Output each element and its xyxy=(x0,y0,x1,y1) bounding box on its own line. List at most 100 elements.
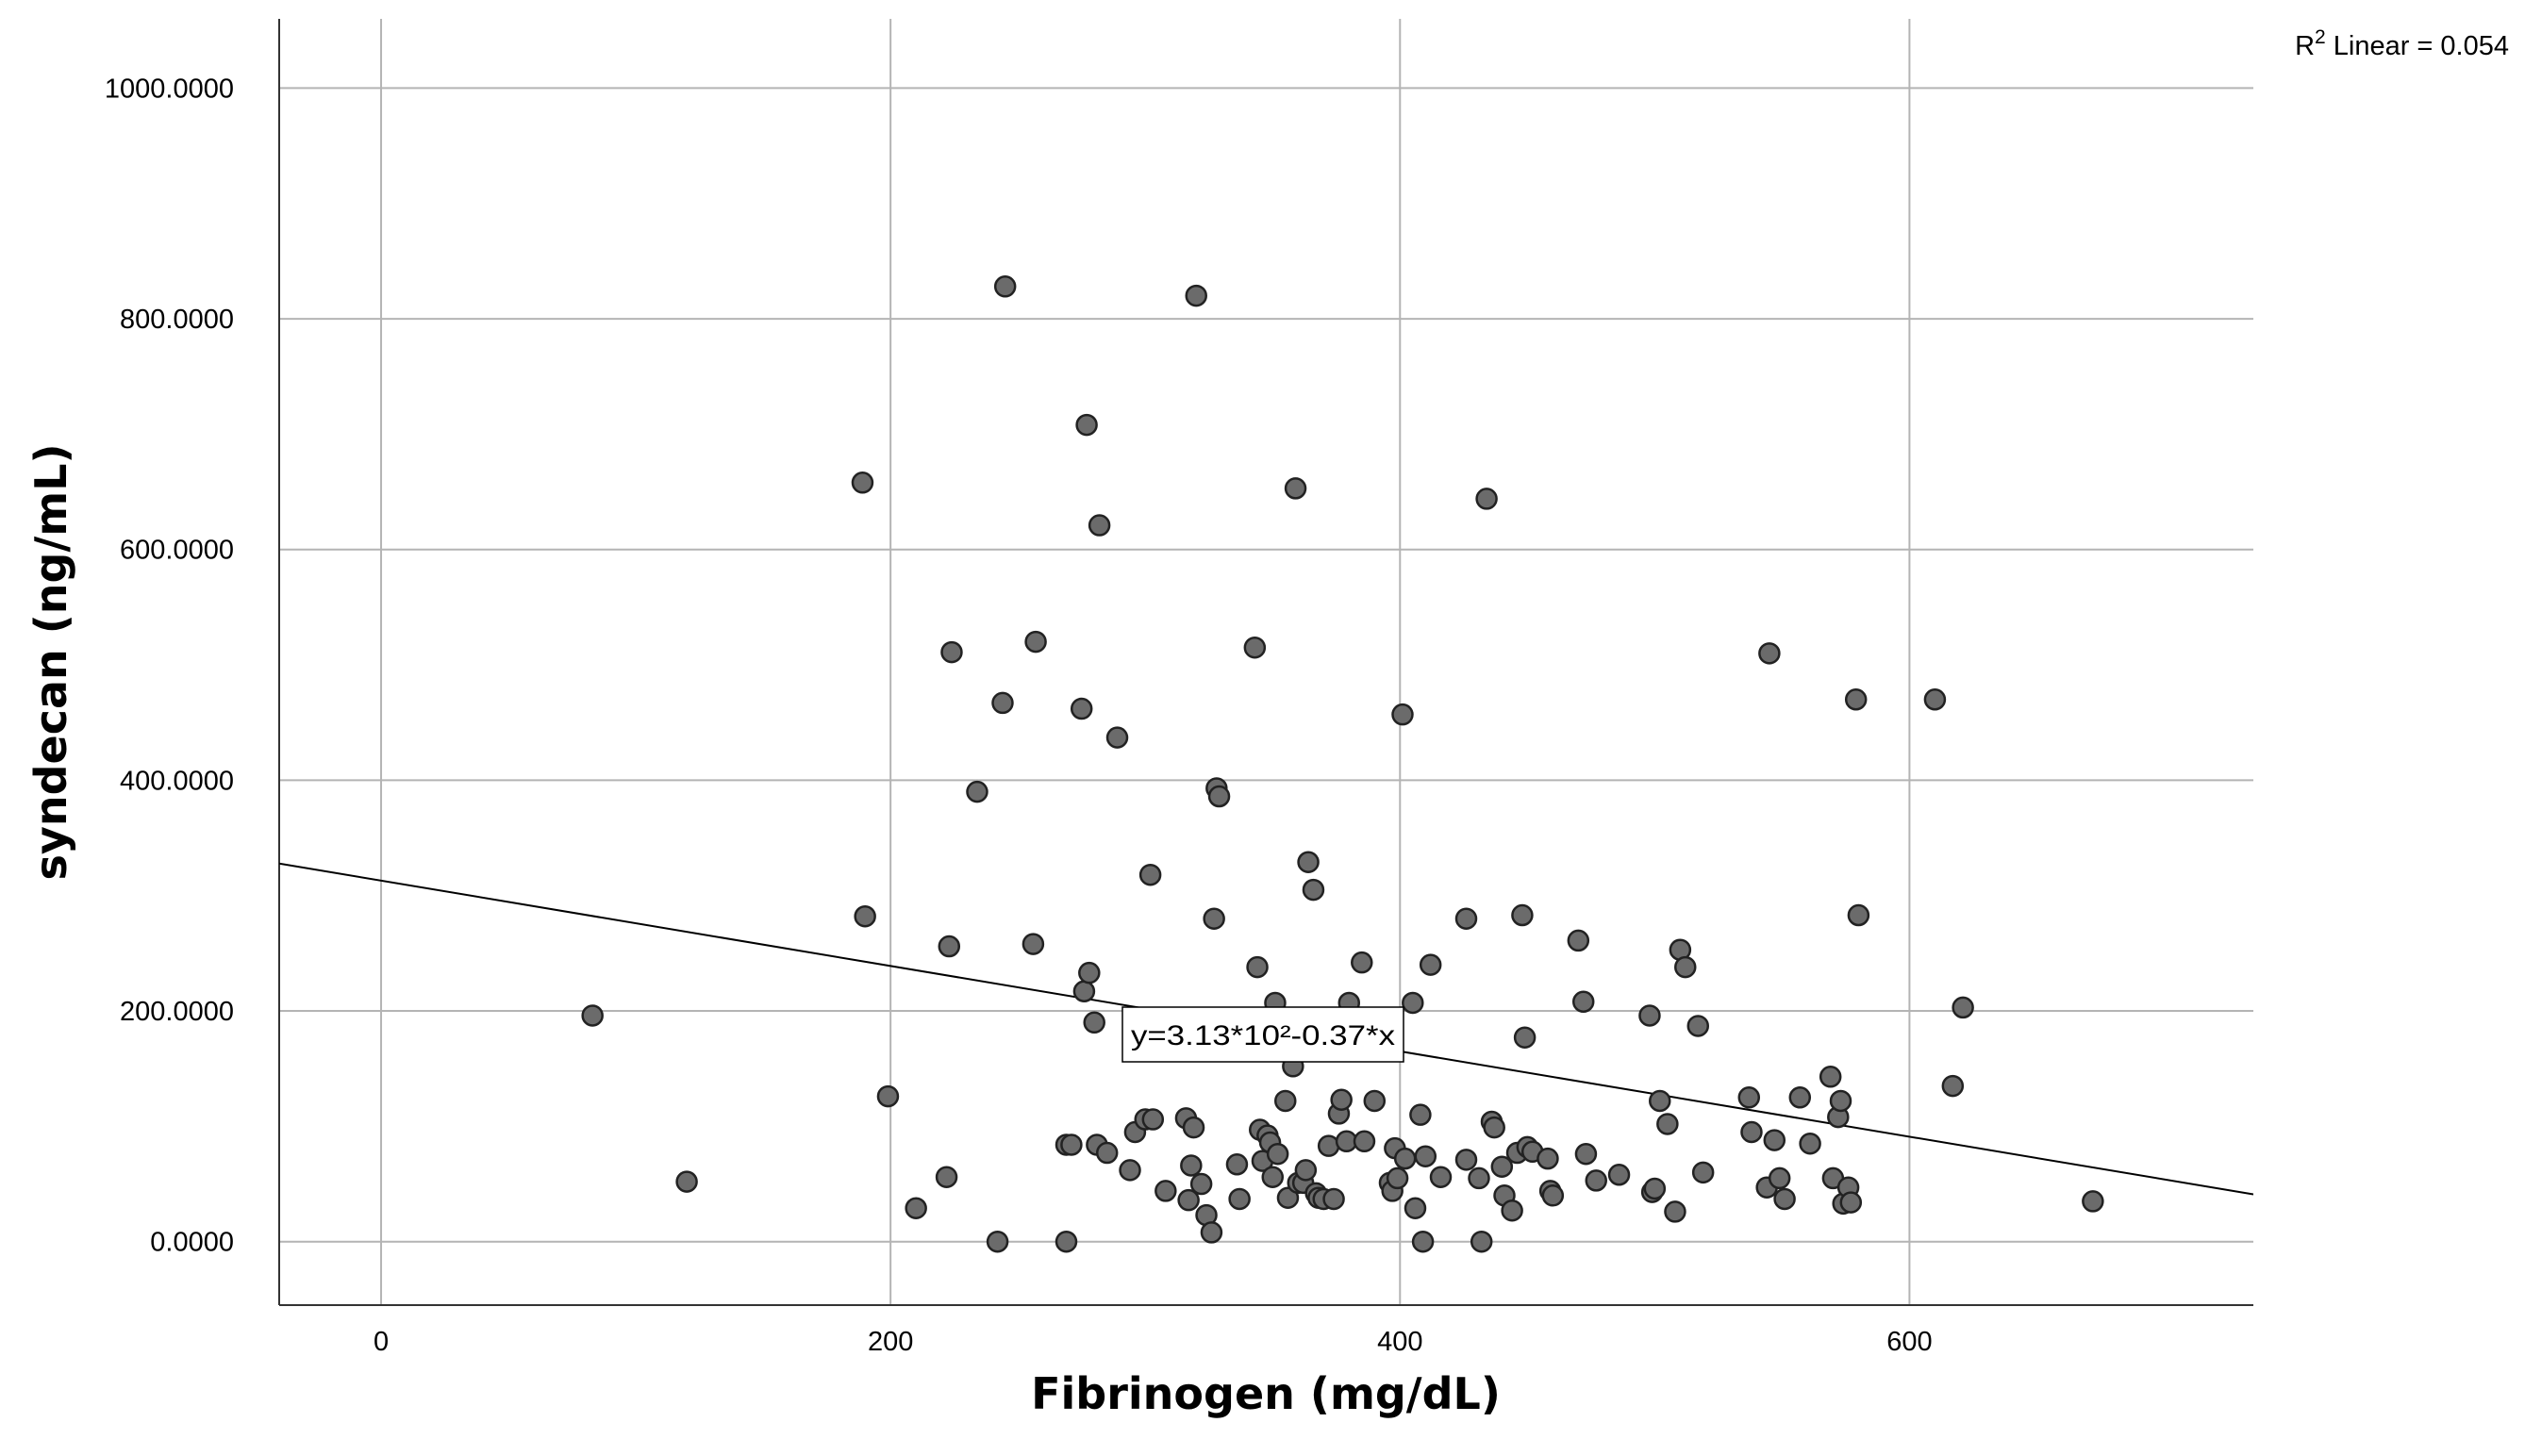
data-point xyxy=(938,935,961,958)
data-point xyxy=(1078,961,1101,984)
data-point xyxy=(1225,1153,1249,1176)
data-point xyxy=(1419,953,1442,976)
data-point xyxy=(1070,697,1093,720)
data-point xyxy=(1638,1004,1661,1027)
equation-box: y=3.13*10²-0.37*x xyxy=(1121,1006,1404,1063)
data-point xyxy=(1276,1186,1300,1209)
data-point xyxy=(1246,955,1269,979)
data-point xyxy=(1686,1015,1710,1037)
data-point xyxy=(1511,903,1534,927)
x-tick-label: 0 xyxy=(374,1327,389,1357)
y-tick-label: 400.0000 xyxy=(120,766,234,796)
data-point xyxy=(1819,1066,1842,1088)
data-point xyxy=(1185,284,1207,307)
data-point xyxy=(1409,1103,1432,1126)
data-point xyxy=(966,780,988,803)
data-point xyxy=(1083,1011,1105,1034)
x-tick-labels: 0 200 400 600 xyxy=(374,1327,1933,1357)
data-point xyxy=(1674,955,1697,979)
data-point xyxy=(1330,1088,1353,1111)
data-point xyxy=(1055,1230,1078,1253)
data-point xyxy=(1353,1130,1376,1153)
data-point xyxy=(1475,488,1498,510)
data-point xyxy=(1567,929,1590,952)
data-point xyxy=(1072,980,1096,1003)
data-point xyxy=(1284,477,1307,500)
data-point xyxy=(1411,1230,1435,1253)
data-point xyxy=(1207,785,1231,808)
data-point xyxy=(851,472,874,494)
data-point xyxy=(1317,1134,1340,1157)
data-point xyxy=(1501,1199,1523,1222)
data-point xyxy=(1454,907,1478,930)
data-point xyxy=(2082,1190,2104,1213)
y-axis-title: syndecan (ng/mL) xyxy=(25,443,76,880)
data-point xyxy=(1182,1116,1205,1139)
data-point xyxy=(1490,1155,1514,1178)
data-point xyxy=(1468,1166,1490,1190)
data-point xyxy=(1839,1191,1863,1214)
data-point xyxy=(581,1004,604,1027)
data-points xyxy=(581,275,2104,1253)
data-point xyxy=(1141,1108,1165,1131)
data-point xyxy=(993,275,1017,298)
data-point xyxy=(1788,1086,1812,1109)
data-point xyxy=(1648,1089,1671,1113)
data-point xyxy=(1414,1145,1437,1167)
data-point xyxy=(1737,1086,1761,1109)
r-squared-prefix: R xyxy=(2295,31,2315,61)
x-tick-label: 400 xyxy=(1377,1327,1422,1357)
data-point xyxy=(1363,1089,1387,1113)
data-point xyxy=(1393,1147,1417,1170)
data-point xyxy=(1740,1120,1763,1144)
data-point xyxy=(1088,514,1111,537)
data-point xyxy=(1261,1166,1285,1188)
data-point xyxy=(1075,413,1098,437)
data-point xyxy=(1024,630,1047,654)
y-tick-label: 0.0000 xyxy=(150,1228,234,1258)
r-squared-value: Linear = 0.054 xyxy=(2326,31,2509,61)
data-point xyxy=(1294,1159,1318,1182)
x-tick-label: 200 xyxy=(868,1327,913,1357)
data-point xyxy=(675,1170,698,1193)
y-tick-labels: 0.0000 200.0000 400.0000 600.0000 800.0000 10… xyxy=(105,74,234,1257)
equation-label: y=3.13*10²-0.37*x xyxy=(1131,1020,1395,1051)
data-point xyxy=(905,1197,927,1219)
data-point xyxy=(1829,1089,1852,1113)
equation-box-frame xyxy=(1121,1006,1404,1063)
data-point xyxy=(1351,951,1373,974)
y-tick-label: 200.0000 xyxy=(120,997,234,1027)
data-point xyxy=(1200,1221,1223,1244)
data-point xyxy=(1454,1149,1478,1171)
data-point xyxy=(1585,1169,1607,1192)
data-point xyxy=(1483,1116,1505,1139)
y-tick-label: 1000.0000 xyxy=(105,74,234,104)
y-tick-label: 800.0000 xyxy=(120,305,234,335)
data-point xyxy=(1923,688,1947,711)
r-squared-label: R2 Linear = 0.054 xyxy=(2295,26,2509,61)
data-point xyxy=(1941,1074,1965,1098)
data-point xyxy=(1274,1089,1297,1113)
data-point xyxy=(1322,1187,1345,1211)
data-point xyxy=(1952,996,1974,1019)
data-point xyxy=(1155,1180,1177,1202)
data-point xyxy=(1060,1133,1083,1156)
data-point xyxy=(940,640,963,664)
data-point xyxy=(1119,1159,1141,1182)
data-point xyxy=(876,1084,900,1108)
data-point xyxy=(1571,990,1595,1014)
data-point xyxy=(1302,878,1325,902)
data-point xyxy=(1095,1141,1119,1165)
data-point xyxy=(1189,1172,1213,1196)
data-point xyxy=(1773,1187,1796,1211)
x-tick-label: 600 xyxy=(1886,1327,1932,1357)
data-point xyxy=(1847,903,1870,927)
data-point xyxy=(1105,726,1129,749)
data-point xyxy=(1386,1166,1409,1190)
data-point xyxy=(1177,1188,1200,1212)
data-point xyxy=(1429,1166,1453,1188)
data-point xyxy=(1228,1187,1251,1211)
data-point xyxy=(1768,1166,1791,1190)
data-point xyxy=(1203,907,1225,930)
